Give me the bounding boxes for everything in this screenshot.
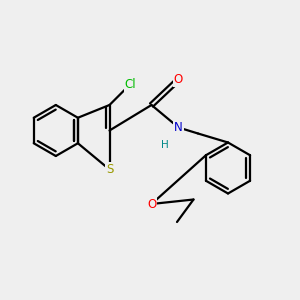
Text: O: O xyxy=(174,73,183,86)
Text: H: H xyxy=(160,140,168,150)
Text: Cl: Cl xyxy=(125,77,136,91)
Text: O: O xyxy=(147,197,156,211)
Text: S: S xyxy=(106,163,113,176)
Text: N: N xyxy=(174,121,183,134)
